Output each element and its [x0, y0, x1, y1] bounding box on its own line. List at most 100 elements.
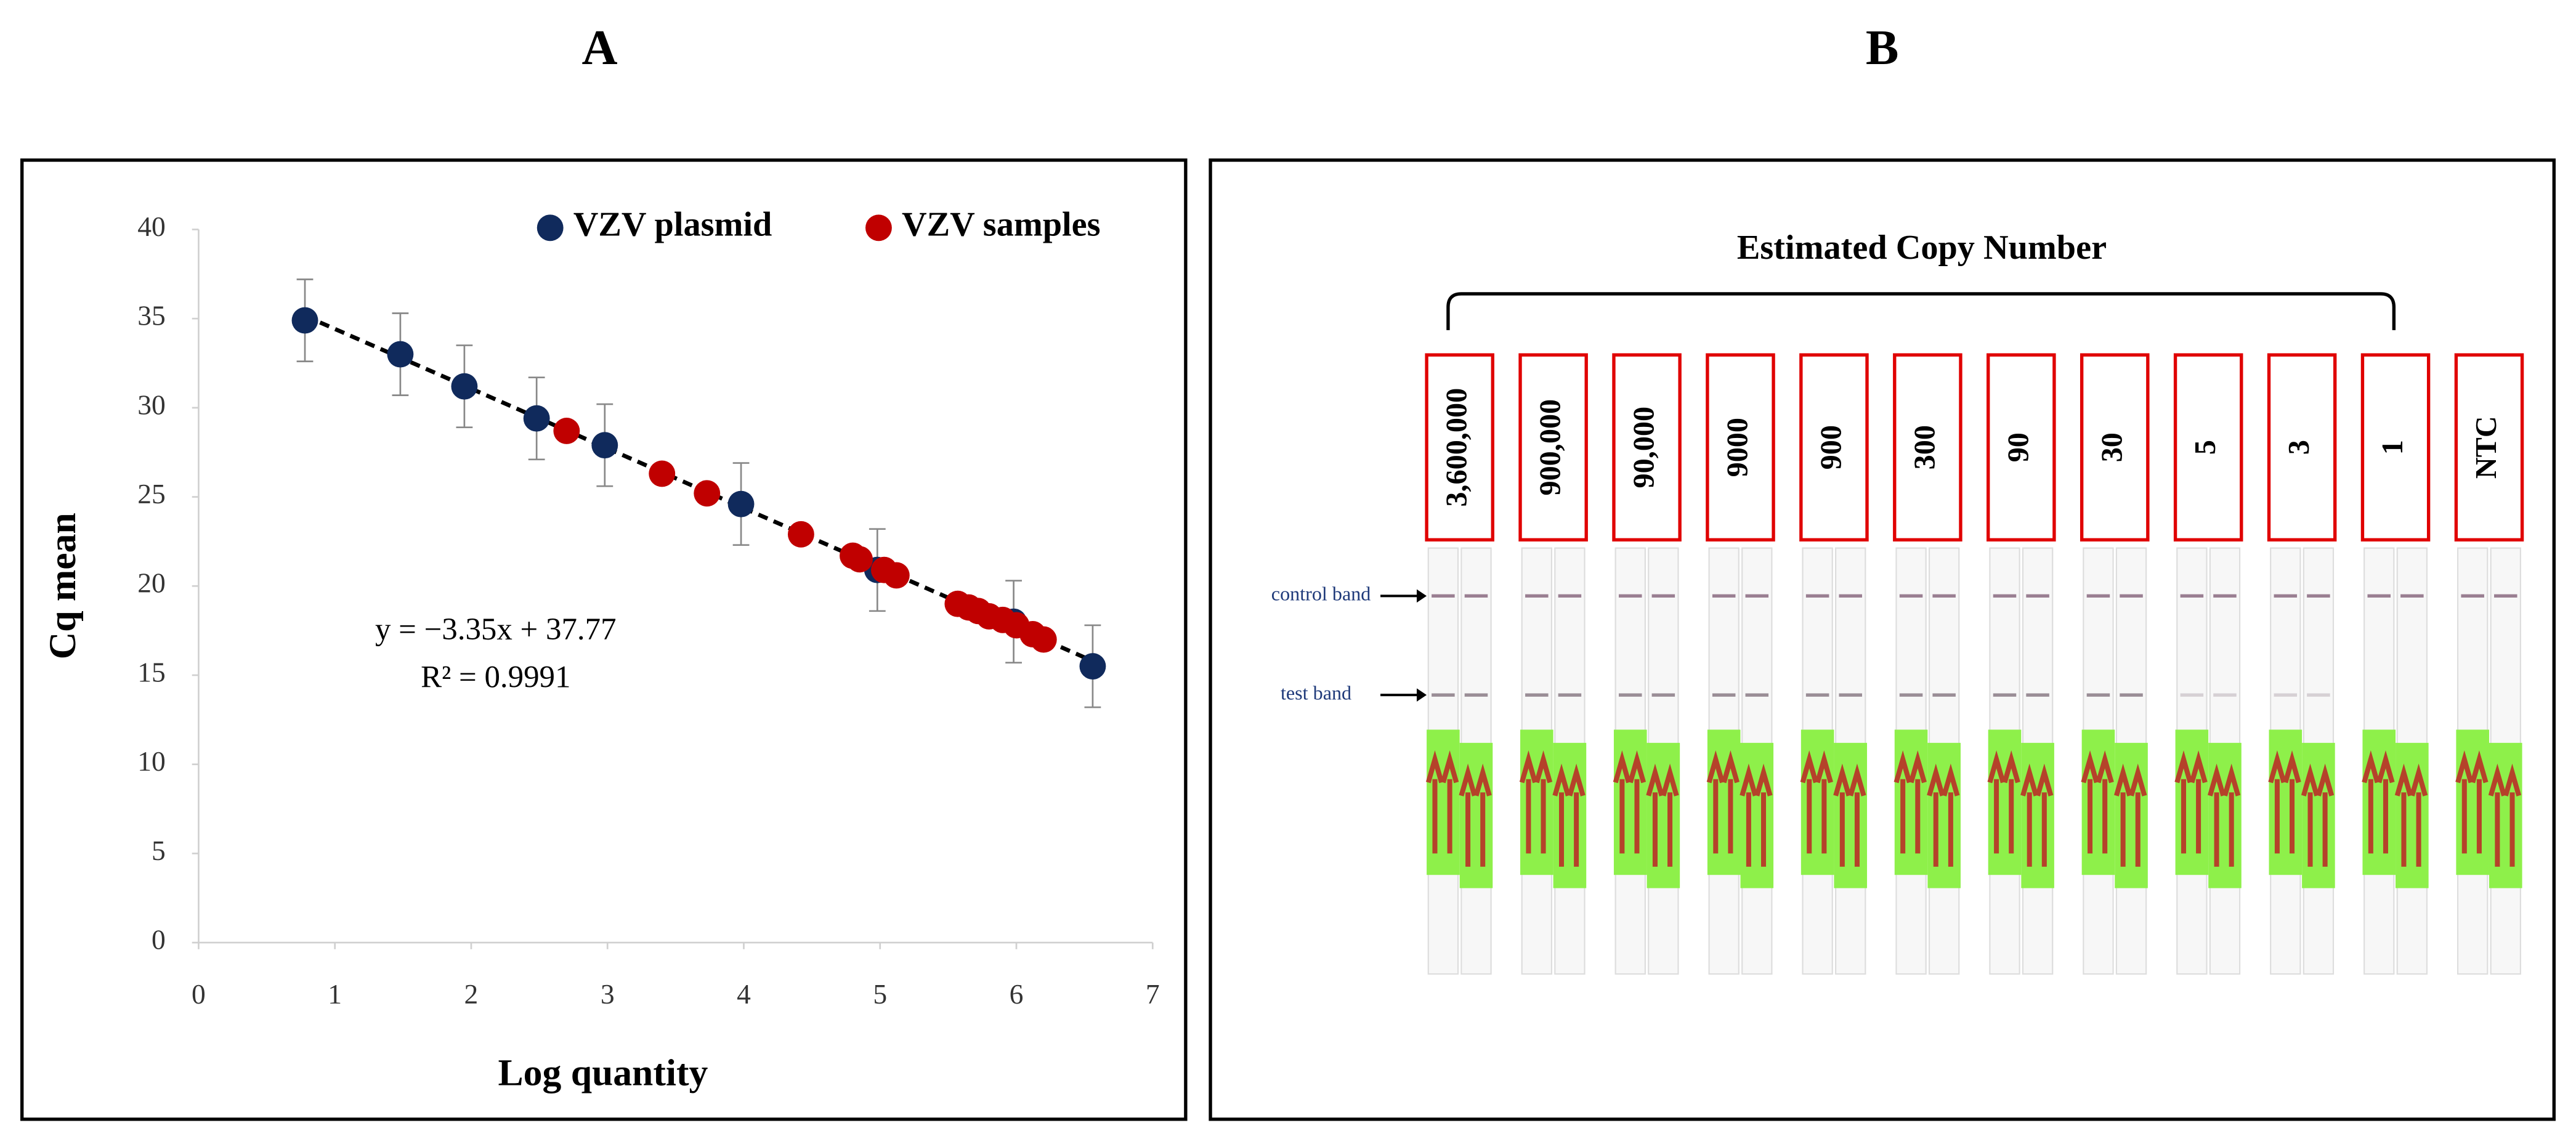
pad-arrow	[2362, 750, 2395, 854]
x-tick-label: 1	[328, 978, 342, 1010]
lane-label-box	[2080, 353, 2150, 542]
pad-arrow	[2455, 750, 2489, 854]
pad	[1520, 729, 1553, 875]
pad-arrow	[2394, 763, 2428, 867]
lane-label-box	[1799, 353, 1869, 542]
y-tick-label: 15	[137, 656, 166, 688]
pad	[2362, 729, 2396, 875]
arrowhead	[1417, 589, 1427, 603]
y-tick-label: 0	[152, 924, 166, 955]
pad	[1427, 729, 1460, 875]
pad-arrow	[2020, 763, 2054, 867]
lane-label: NTC	[2470, 416, 2503, 479]
x-tick-label: 0	[192, 978, 206, 1010]
pad-arrow	[1425, 750, 1459, 854]
pad	[2208, 742, 2242, 888]
y-tick-label: 10	[137, 745, 166, 777]
pad-arrow	[1552, 763, 1586, 867]
pad	[2456, 729, 2489, 875]
pad	[2396, 742, 2429, 888]
lane-label-box	[1518, 353, 1588, 542]
point	[787, 521, 814, 548]
band-label: control band	[1271, 583, 1371, 605]
pad	[2175, 729, 2209, 875]
pad	[2302, 742, 2335, 888]
lane-label: 300	[1908, 425, 1941, 469]
point	[1030, 626, 1057, 653]
x-axis-title: Log quantity	[498, 1052, 708, 1093]
point	[649, 460, 676, 487]
lane-label: 90	[2002, 432, 2035, 462]
photo-title: Estimated Copy Number	[1737, 229, 2107, 267]
pad	[1740, 742, 1774, 888]
y-tick-label: 20	[137, 567, 166, 599]
pad-arrow	[2114, 763, 2147, 867]
point	[727, 490, 755, 517]
legend-marker	[865, 214, 892, 241]
trend-equation: y = −3.35x + 37.77	[375, 612, 617, 647]
x-tick-label: 2	[464, 978, 479, 1010]
pad-arrow	[2268, 750, 2301, 854]
pad-arrow	[2174, 750, 2208, 854]
lane-label: 3,600,000	[1441, 388, 1473, 507]
lane-label-box	[1706, 353, 1775, 542]
pad-arrow	[1519, 750, 1553, 854]
y-tick-label: 30	[137, 389, 166, 420]
x-tick-label: 7	[1146, 978, 1160, 1010]
pad	[1646, 742, 1680, 888]
lane-label-box	[2173, 353, 2243, 542]
lane-label-box	[1893, 353, 1962, 542]
lane-label: 1	[2376, 440, 2409, 455]
lane-label: 30	[2096, 432, 2128, 462]
x-tick-label: 4	[737, 978, 751, 1010]
panel-label: A	[582, 20, 618, 75]
point	[291, 307, 318, 334]
point	[553, 418, 580, 444]
lane-label: 3	[2283, 440, 2315, 455]
y-axis-title: Cq mean	[42, 513, 84, 659]
pad	[1927, 742, 1961, 888]
pad-arrow	[2081, 750, 2114, 854]
lane-label-box	[1612, 353, 1682, 542]
point	[523, 405, 550, 432]
lane-label: 5	[2189, 440, 2222, 455]
pad-arrow	[1613, 750, 1646, 854]
lane-label: 900	[1815, 425, 1847, 469]
pad-arrow	[1987, 750, 2020, 854]
pad-arrow	[1459, 763, 1492, 867]
y-tick-label: 25	[137, 478, 166, 509]
pad	[1834, 742, 1868, 888]
panel-frame	[20, 158, 1188, 1121]
pad	[1800, 729, 1834, 875]
pad	[1894, 729, 1928, 875]
pad	[1988, 729, 2022, 875]
arrowhead	[1417, 688, 1427, 702]
point	[387, 341, 414, 368]
pad-arrow	[1646, 763, 1679, 867]
pad	[2115, 742, 2148, 888]
point	[1079, 653, 1106, 680]
x-tick-label: 6	[1010, 978, 1024, 1010]
point	[591, 432, 618, 459]
y-tick-label: 5	[152, 835, 166, 866]
lane-label: 9000	[1722, 418, 1754, 477]
pad-arrow	[1833, 763, 1866, 867]
lane-label-box	[1425, 353, 1494, 542]
lane-label: 90,000	[1628, 407, 1661, 489]
band-label: test band	[1281, 682, 1351, 704]
pad-arrow	[2488, 763, 2522, 867]
pad	[1613, 729, 1647, 875]
legend-marker	[537, 214, 564, 241]
x-tick-label: 3	[601, 978, 615, 1010]
point	[451, 373, 478, 400]
panel-frame	[1209, 158, 2556, 1121]
pad-arrow	[1740, 763, 1773, 867]
pad-arrow	[2301, 763, 2335, 867]
point	[846, 546, 873, 573]
pad	[1707, 729, 1741, 875]
pad-arrow	[1706, 750, 1740, 854]
pad	[2269, 729, 2303, 875]
pad	[2081, 729, 2115, 875]
point	[883, 562, 910, 589]
